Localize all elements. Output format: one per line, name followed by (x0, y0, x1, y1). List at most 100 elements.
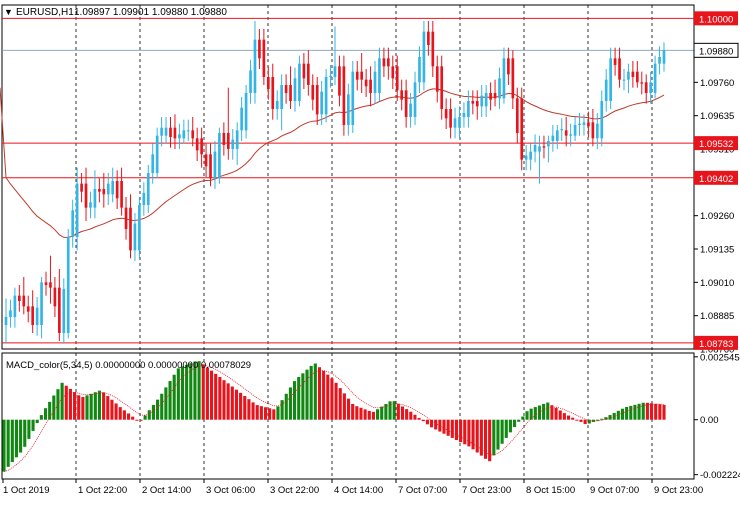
candle-bull (653, 63, 657, 93)
macd-bar (388, 401, 392, 420)
macd-bar (205, 367, 209, 420)
candle-bull (231, 139, 235, 149)
price-tick-label: 1.09760 (700, 78, 734, 89)
candle-bear (226, 133, 230, 149)
candle-bull (249, 70, 252, 93)
candle-bull (71, 210, 75, 237)
candle-bull (462, 113, 466, 117)
macd-bar (629, 405, 633, 420)
dropdown-arrow-icon[interactable]: ▼ (4, 7, 13, 17)
level-badge-label: 1.09402 (699, 174, 733, 185)
macd-bar (467, 419, 471, 447)
candle-bull (178, 134, 181, 139)
candle-bear (618, 58, 621, 80)
candle-bear (26, 306, 30, 312)
time-tick-label: 4 Oct 14:00 (334, 485, 383, 496)
macd-bar (27, 419, 31, 439)
macd-bar (77, 395, 81, 420)
candle-bull (502, 58, 506, 99)
macd-bar (106, 396, 110, 420)
candle-bull (524, 155, 528, 160)
time-tick-label: 7 Oct 23:00 (462, 485, 511, 496)
candle-bear (258, 39, 261, 59)
candle-bear (102, 189, 106, 195)
candle-bull (551, 135, 555, 141)
candle-bull (595, 123, 599, 139)
macd-bar (608, 415, 612, 420)
macd-bar (251, 402, 255, 420)
candle-bull (609, 58, 612, 101)
macd-bar (625, 406, 629, 420)
candle-bull (649, 82, 652, 93)
macd-bar (483, 419, 488, 459)
candle-bear (302, 63, 306, 79)
time-tick-label: 2 Oct 14:00 (142, 485, 191, 496)
candle-bear (489, 93, 492, 100)
macd-bar (68, 388, 72, 420)
macd-bar (380, 406, 384, 420)
candle-bear (191, 130, 195, 139)
macd-bar (658, 404, 662, 420)
macd-bar (313, 363, 317, 420)
macd-bar (288, 387, 292, 420)
time-tick-label: 9 Oct 07:00 (590, 485, 639, 496)
candle-bull (93, 189, 97, 208)
macd-bar (201, 364, 205, 420)
macd-bar (587, 419, 591, 424)
macd-bar (122, 410, 126, 420)
macd-bar (479, 419, 483, 456)
macd-bar (222, 380, 226, 420)
candle-bear (520, 98, 524, 160)
ohlc-values: 1.09897 1.09901 1.09880 1.09880 (74, 7, 227, 18)
macd-bar (2, 419, 6, 472)
candle-bull (244, 93, 248, 131)
candle-bull (253, 39, 257, 93)
candle-bear (444, 109, 448, 119)
candle-bear (635, 71, 639, 83)
macd-bar (654, 403, 658, 420)
macd-bar (446, 419, 450, 436)
macd-bar (147, 410, 151, 420)
macd-bar (317, 367, 322, 420)
candle-bear (391, 66, 395, 79)
candle-bear (58, 287, 61, 333)
candle-bear (475, 101, 479, 107)
candle-bull (578, 123, 581, 125)
macd-bar (334, 382, 338, 420)
macd-bar (156, 399, 160, 420)
candle-bear (511, 58, 515, 99)
macd-bar (513, 419, 517, 428)
macd-bar (454, 419, 459, 441)
macd-bar (164, 387, 168, 420)
candle-bear (129, 207, 132, 251)
candle-bull (155, 135, 159, 173)
macd-bar (537, 405, 542, 420)
candle-bull (658, 57, 661, 64)
macd-bar (85, 395, 89, 420)
macd-bar (255, 405, 259, 420)
candle-bear (542, 146, 546, 148)
macd-signal-line (3, 364, 665, 472)
candle-bull (293, 78, 297, 101)
candle-bear (640, 82, 644, 84)
macd-bar (301, 373, 305, 420)
candle-bear (369, 79, 372, 93)
macd-bar (305, 369, 309, 420)
macd-bar (542, 403, 546, 420)
macd-bar (102, 392, 106, 420)
macd-bar (93, 392, 97, 420)
macd-tick-label: 0.00 (700, 415, 719, 426)
candle-bear (493, 93, 497, 99)
candle-bear (222, 133, 226, 145)
macd-bar (620, 408, 625, 420)
macd-bar (367, 410, 371, 420)
candle-bear (315, 85, 319, 115)
macd-bar (214, 373, 218, 420)
candle-bear (284, 85, 288, 93)
level-badge-label: 1.08783 (699, 339, 733, 350)
macd-bar (346, 398, 351, 420)
macd-bar (126, 413, 131, 420)
macd-bar (562, 413, 566, 420)
macd-bar (417, 417, 421, 420)
